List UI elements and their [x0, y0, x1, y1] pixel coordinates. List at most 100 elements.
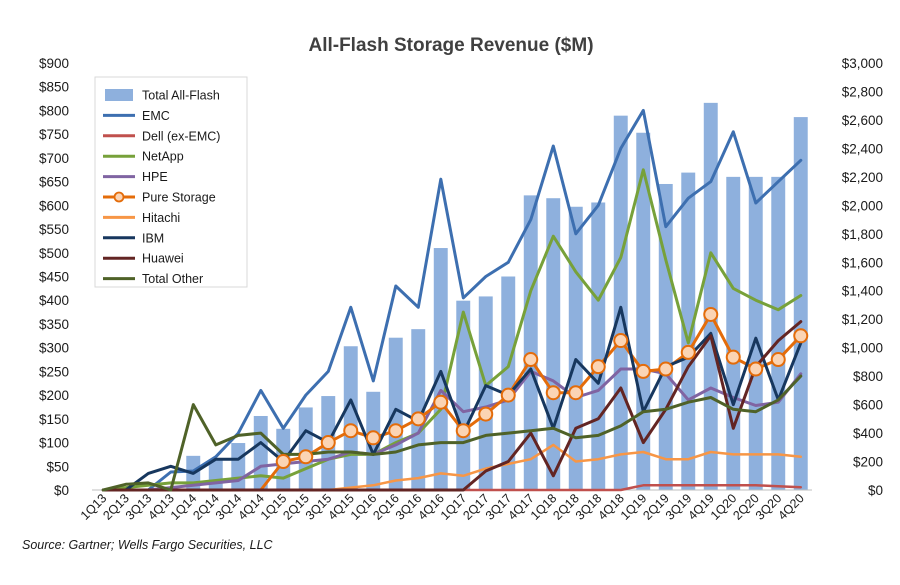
marker-pure-storage — [635, 363, 651, 379]
left-tick-label: $500 — [39, 246, 69, 261]
bar-1q20 — [726, 176, 741, 490]
bar-2q17 — [478, 296, 493, 490]
right-tick-label: $2,000 — [842, 198, 883, 213]
left-tick-label: $600 — [39, 198, 69, 213]
legend-swatch-total-all-flash — [105, 89, 133, 101]
bar-4q18 — [613, 115, 628, 490]
right-tick-label: $1,800 — [842, 227, 883, 242]
right-tick-label: $0 — [868, 483, 883, 498]
bar-4q17 — [523, 195, 538, 490]
marker-pure-storage — [365, 430, 381, 446]
right-tick-label: $1,000 — [842, 341, 883, 356]
left-tick-label: $800 — [39, 103, 69, 118]
left-tick-label: $900 — [39, 56, 69, 71]
marker-pure-storage — [545, 385, 561, 401]
left-tick-label: $450 — [39, 270, 69, 285]
marker-pure-storage — [275, 454, 291, 470]
bar-4q16 — [433, 248, 448, 490]
marker-pure-storage — [725, 349, 741, 365]
series-line-total-other — [101, 374, 803, 492]
right-tick-label: $800 — [853, 369, 883, 384]
left-tick-label: $750 — [39, 127, 69, 142]
marker-pure-storage — [793, 328, 809, 344]
right-tick-label: $1,600 — [842, 255, 883, 270]
right-tick-label: $2,600 — [842, 113, 883, 128]
legend-label-hpe: HPE — [142, 170, 168, 184]
bar-2q15 — [298, 407, 313, 490]
bar-2q16 — [388, 337, 403, 490]
marker-pure-storage — [343, 423, 359, 439]
left-tick-label: $150 — [39, 412, 69, 427]
bar-3q19 — [681, 172, 696, 490]
left-tick-label: $350 — [39, 317, 69, 332]
marker-pure-storage — [388, 423, 404, 439]
left-tick-label: $100 — [39, 436, 69, 451]
legend-marker-pure-storage — [113, 191, 125, 203]
legend-label-ibm: IBM — [142, 231, 164, 245]
left-tick-label: $700 — [39, 151, 69, 166]
bar-3q17 — [501, 276, 516, 490]
marker-pure-storage — [500, 387, 516, 403]
legend-label-pure-storage: Pure Storage — [142, 191, 216, 205]
marker-pure-storage — [748, 361, 764, 377]
bar-2q19 — [658, 183, 673, 490]
legend-label-total-all-flash: Total All-Flash — [142, 89, 220, 103]
right-tick-label: $600 — [853, 398, 883, 413]
chart-title: All-Flash Storage Revenue ($M) — [308, 35, 593, 56]
legend-label-total-other: Total Other — [142, 272, 203, 286]
bar-3q16 — [411, 329, 426, 490]
marker-pure-storage — [680, 344, 696, 360]
marker-pure-storage — [455, 423, 471, 439]
right-tick-label: $400 — [853, 426, 883, 441]
bar-2q18 — [568, 206, 583, 491]
series-line-netapp — [101, 168, 803, 492]
left-tick-label: $200 — [39, 388, 69, 403]
marker-pure-storage — [523, 352, 539, 368]
left-tick-label: $550 — [39, 222, 69, 237]
marker-pure-storage — [658, 361, 674, 377]
source-note: Source: Gartner; Wells Fargo Securities,… — [22, 538, 273, 552]
legend: Total All-Flash EMC Dell (ex-EMC) NetApp HPE… — [94, 76, 248, 288]
legend-label-dell-ex-emc: Dell (ex-EMC) — [142, 129, 220, 143]
bar-3q18 — [591, 202, 606, 490]
marker-pure-storage — [568, 385, 584, 401]
marker-pure-storage — [478, 406, 494, 422]
right-tick-label: $2,200 — [842, 170, 883, 185]
left-tick-label: $250 — [39, 364, 69, 379]
left-tick-label: $300 — [39, 341, 69, 356]
bar-3q20 — [771, 176, 786, 490]
bar-4q20 — [793, 117, 808, 490]
bar-2q20 — [748, 176, 763, 490]
right-tick-label: $1,200 — [842, 312, 883, 327]
right-tick-label: $3,000 — [842, 56, 883, 71]
bar-4q14 — [253, 415, 268, 490]
series-markers — [275, 306, 809, 470]
x-tick-label: 4Q20 — [775, 491, 807, 523]
series-line-ibm — [101, 305, 803, 492]
bar-4q19 — [703, 102, 718, 490]
bar-4q15 — [343, 346, 358, 490]
bar-3q14 — [231, 443, 246, 490]
marker-pure-storage — [590, 359, 606, 375]
legend-box — [94, 76, 248, 288]
marker-pure-storage — [613, 333, 629, 349]
right-tick-label: $1,400 — [842, 284, 883, 299]
series-line-huawei — [101, 320, 803, 492]
series-line-emc — [101, 108, 803, 492]
left-tick-label: $400 — [39, 293, 69, 308]
marker-pure-storage — [320, 435, 336, 451]
marker-pure-storage — [433, 394, 449, 410]
marker-pure-storage — [770, 352, 786, 368]
left-tick-label: $0 — [54, 483, 69, 498]
line-series — [101, 108, 803, 492]
marker-pure-storage — [410, 411, 426, 427]
marker-pure-storage — [298, 449, 314, 465]
left-tick-label: $650 — [39, 175, 69, 190]
left-tick-label: $50 — [46, 459, 69, 474]
bar-series — [186, 102, 808, 491]
left-tick-label: $850 — [39, 80, 69, 95]
legend-label-netapp: NetApp — [142, 150, 184, 164]
legend-label-emc: EMC — [142, 109, 170, 123]
right-tick-label: $2,800 — [842, 84, 883, 99]
